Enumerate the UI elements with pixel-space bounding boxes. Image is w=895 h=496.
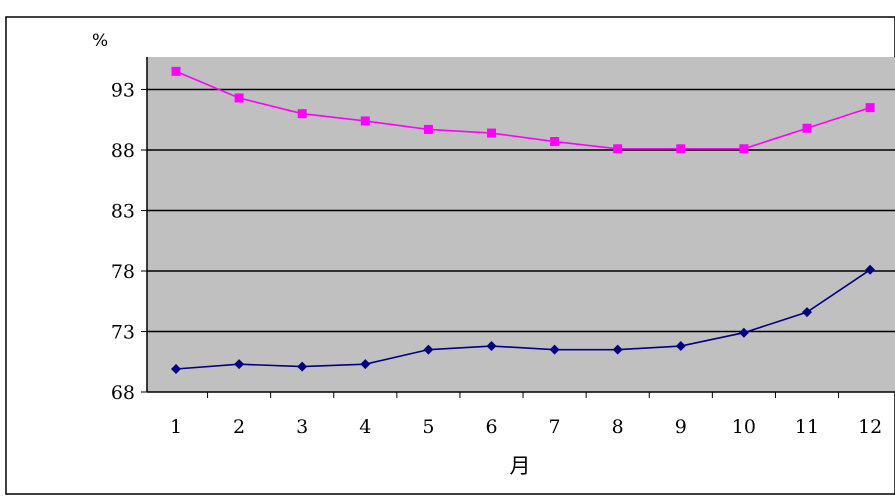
x-tick-label-6: 6 [485,416,497,438]
x-tick-label-3: 3 [296,416,308,438]
x-tick-label-10: 10 [732,416,756,438]
y-tick-label-88: 88 [111,140,135,162]
y-tick-label-68: 68 [111,382,135,404]
x-tick-label-1: 1 [170,416,182,438]
series-group [171,66,876,375]
series-1-line [175,70,871,150]
series-2-point-4 [360,359,371,370]
series-1-point-10 [739,144,749,154]
x-tick-label-11: 11 [795,416,819,438]
series-1-point-1 [171,66,181,76]
series-2-point-6 [486,341,497,352]
x-tick-label-12: 12 [858,416,882,438]
y-tick-label-73: 73 [111,322,135,344]
series-1-point-11 [802,123,812,133]
series-1-point-8 [613,144,623,154]
series-2-line [175,269,871,370]
series-2-point-3 [297,361,308,372]
y-tick-label-78: 78 [111,261,135,283]
y-tick-label-83: 83 [111,201,135,223]
series-1-point-4 [360,116,370,126]
y-tick-label-93: 93 [111,80,135,102]
series-2 [171,264,876,375]
y-axis-unit-label: % [92,31,108,51]
series-2-point-9 [675,341,686,352]
x-tick-label-4: 4 [359,416,371,438]
series-1 [171,66,875,154]
plot-area [147,57,895,392]
x-tick-label-2: 2 [233,416,245,438]
series-2-point-8 [612,344,623,355]
series-2-point-2 [234,359,245,370]
series-1-point-6 [487,128,496,138]
series-1-point-3 [297,109,307,119]
gridlines [141,88,895,393]
series-2-point-11 [802,307,812,318]
x-tick-label-5: 5 [422,416,434,438]
x-tick-label-9: 9 [675,416,687,438]
series-2-point-5 [423,344,434,355]
series-2-point-12 [865,264,876,275]
x-axis-label: 月 [510,454,531,478]
series-2-point-7 [549,344,560,355]
series-1-point-5 [423,124,433,134]
y-tick-labels: 68 73 78 83 88 93 [111,80,135,405]
series-1-point-2 [234,93,244,103]
series-2-point-1 [171,364,181,375]
series-2-point-10 [738,327,749,338]
x-tick-label-8: 8 [612,416,624,438]
axes [146,57,895,398]
x-tick-label-7: 7 [549,416,561,438]
series-1-point-12 [865,103,875,113]
series-1-point-7 [550,137,560,147]
x-tick-labels: 1 2 3 4 5 6 7 8 9 10 11 12 [170,416,882,438]
series-1-point-9 [676,144,686,154]
